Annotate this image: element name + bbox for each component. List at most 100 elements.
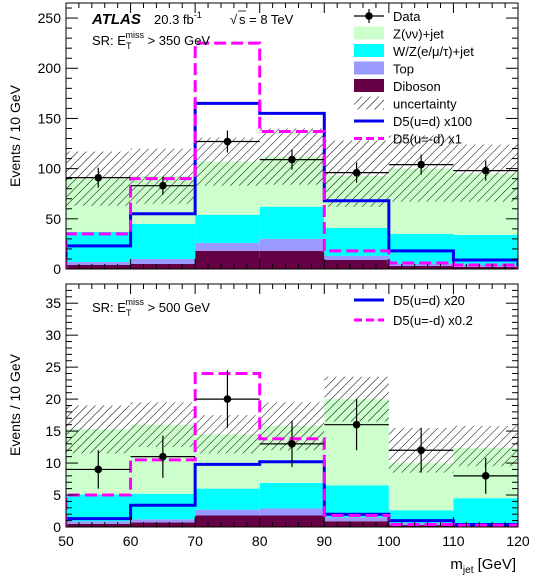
- top-diboson-bar-2: [195, 250, 260, 269]
- bottom-ytick-label-1: 5: [53, 487, 61, 503]
- top-uncertainty-band-1: [130, 148, 196, 204]
- top-ytick-label-3: 150: [38, 110, 62, 126]
- bottom-legend: D5(u=d) x20 D5(u=-d) x0.2: [354, 293, 473, 328]
- top-w_z_lep-bar-5: [388, 233, 454, 264]
- top-diboson-bar-4: [324, 259, 389, 269]
- bottom-xtick-label-6: 110: [442, 533, 465, 549]
- bottom-top-bar-4: [324, 517, 389, 522]
- top-data-point-0: [94, 173, 103, 182]
- bottom-xtick-label-4: 90: [316, 533, 332, 549]
- bottom-top-bar-2: [195, 509, 260, 516]
- top-ytick-label-4: 200: [38, 60, 62, 76]
- bottom-ytick-label-4: 20: [45, 391, 61, 407]
- top-ylabel: Events / 10 GeV: [7, 84, 23, 187]
- bottom-ylabel: Events / 10 GeV: [7, 353, 23, 456]
- top-ytick-label-0: 0: [53, 261, 61, 277]
- bottom-xtick-label-7: 120: [506, 533, 530, 549]
- bottom-data-point-3: [288, 440, 296, 448]
- top-top-bar-4: [324, 255, 389, 260]
- top-w_z_lep-bar-1: [130, 223, 196, 259]
- top-legend-diboson-swatch: [354, 79, 384, 92]
- top-data-point-3: [288, 155, 296, 164]
- bottom-diboson-bar-4: [324, 521, 389, 527]
- bottom-top-bar-3: [259, 508, 325, 516]
- bottom-legend-signal_ud-label: D5(u=d) x20: [393, 293, 465, 308]
- bottom-legend-signal_umd-label: D5(u=-d) x0.2: [393, 313, 473, 328]
- bottom-diboson-bar-5: [388, 525, 454, 527]
- top-data-point-1: [159, 181, 167, 190]
- top-w_z_lep-bar-2: [195, 214, 260, 243]
- bottom-ytick-label-2: 10: [45, 455, 61, 471]
- bottom-ytick-label-0: 0: [53, 519, 61, 535]
- top-top-bar-1: [130, 258, 196, 264]
- top-legend-signal_ud-label: D5(u=d) x100: [393, 114, 472, 129]
- header: ATLAS 20.3 fb-1 √ s = 8 TeV: [91, 10, 294, 28]
- bottom-xtick-label-5: 100: [377, 533, 401, 549]
- top-legend-data-label: Data: [393, 9, 421, 24]
- bottom-data-point-2: [223, 395, 232, 403]
- top-legend-data-marker: [365, 12, 373, 20]
- top-legend-top-swatch: [354, 61, 384, 75]
- top-diboson-bar-6: [453, 266, 518, 269]
- bottom-data-point-0: [94, 465, 103, 474]
- top-legend-signal_umd-label: D5(u=-d) x1: [393, 132, 462, 147]
- top-legend-z_nunu-swatch: [354, 26, 384, 40]
- bottom-diboson-bar-3: [259, 515, 325, 527]
- bottom-w_z_lep-bar-6: [453, 498, 518, 524]
- top-legend: Data Z(νν)+jet W/Z(e/μ/τ)+jet Top Diboson unc…: [354, 9, 474, 147]
- top-frame: [65, 2, 519, 270]
- top-region-label: SR: ETmiss > 350 GeV: [92, 30, 210, 51]
- top-data-point-5: [417, 160, 425, 169]
- bottom-ytick-label-5: 25: [45, 359, 61, 375]
- top-legend-hatch-label: uncertainty: [393, 97, 457, 112]
- bottom-plot-area: [66, 370, 518, 527]
- bottom-ytick-label-3: 15: [45, 423, 61, 439]
- atlas-label: ATLAS: [91, 11, 141, 28]
- bottom-top-bar-1: [130, 519, 196, 523]
- bottom-diboson-bar-2: [195, 515, 260, 527]
- energy-label: s = 8 TeV: [239, 12, 294, 27]
- top-ytick-label-5: 250: [38, 10, 62, 26]
- panel-bottom: 0 5 10 15 20 25 30 35 50 60 70 80 90 100 110 120 Events…: [7, 283, 530, 576]
- top-legend-w_z_lep-swatch: [354, 44, 384, 57]
- top-legend-top-label: Top: [393, 62, 414, 77]
- top-ytick-label-1: 50: [45, 211, 61, 227]
- top-data-point-2: [223, 137, 232, 146]
- lumi-label: 20.3 fb-1: [154, 10, 202, 27]
- top-legend-w_z_lep-label: W/Z(e/μ/τ)+jet: [393, 44, 474, 59]
- bottom-w_z_lep-bar-3: [259, 482, 325, 509]
- top-top-bar-2: [195, 242, 260, 251]
- top-diboson-bar-1: [130, 263, 196, 269]
- bottom-diboson-bar-1: [130, 522, 196, 527]
- top-plot-area: [66, 41, 518, 269]
- bottom-region-label: SR: ETmiss > 500 GeV: [92, 297, 210, 318]
- bottom-xtick-label-0: 50: [58, 533, 74, 549]
- bottom-data-point-6: [481, 472, 490, 480]
- top-w_z_lep-bar-3: [259, 206, 325, 239]
- bottom-top-bar-0: [66, 521, 131, 524]
- top-diboson-bar-5: [388, 265, 454, 269]
- top-diboson-bar-0: [66, 264, 131, 269]
- top-top-bar-5: [388, 263, 454, 266]
- panel-top: 0 50 100 150 200 250 Events / 10 GeV ATLAS 20…: [7, 2, 519, 277]
- bottom-w_z_lep-bar-2: [195, 488, 260, 510]
- bottom-ytick-label-6: 30: [45, 327, 61, 343]
- bottom-data-point-1: [159, 452, 167, 461]
- top-legend-hatch-swatch: [354, 96, 384, 110]
- sqrt-symbol: √: [230, 12, 238, 27]
- top-data-point-6: [481, 166, 490, 175]
- top-data-point-4: [352, 168, 361, 177]
- bottom-xtick-label-3: 80: [252, 533, 268, 549]
- bottom-ytick-label-7: 35: [45, 295, 61, 311]
- bottom-w_z_lep-bar-0: [66, 494, 131, 522]
- bottom-diboson-bar-0: [66, 523, 131, 527]
- top-legend-z_nunu-label: Z(νν)+jet: [393, 27, 444, 42]
- top-legend-diboson-label: Diboson: [393, 79, 441, 94]
- bottom-w_z_lep-bar-4: [324, 485, 389, 518]
- bottom-data-point-4: [352, 420, 361, 429]
- bottom-xtick-label-1: 60: [123, 533, 139, 549]
- top-axes: 0 50 100 150 200 250: [38, 3, 519, 277]
- top-ytick-label-2: 100: [38, 161, 62, 177]
- top-top-bar-3: [259, 238, 325, 251]
